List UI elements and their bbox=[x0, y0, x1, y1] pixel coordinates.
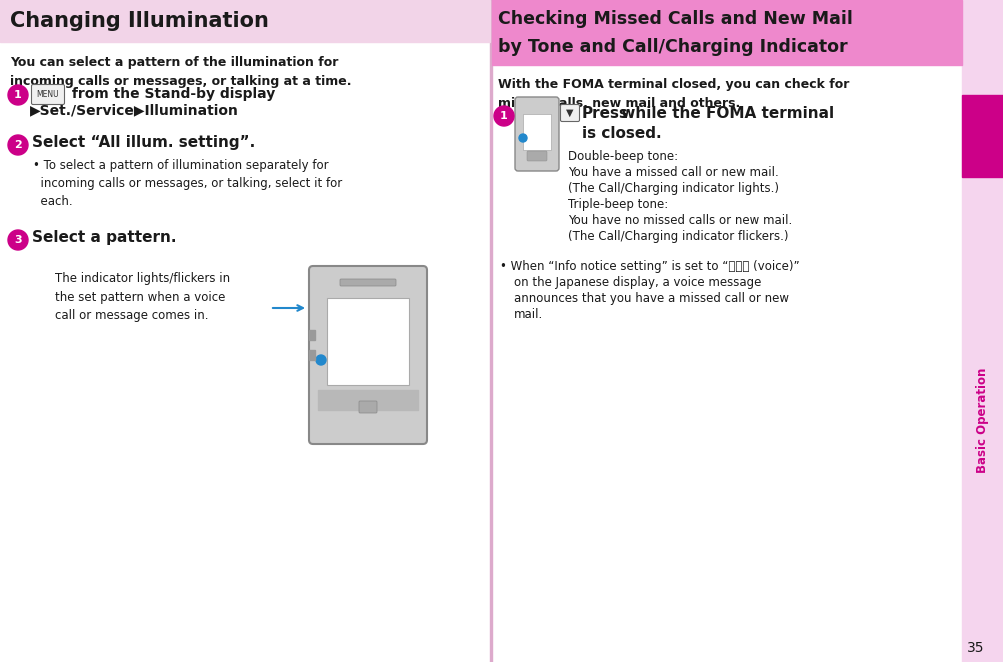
Text: Basic Operation: Basic Operation bbox=[976, 367, 989, 473]
Circle shape bbox=[8, 135, 28, 155]
Text: The indicator lights/flickers in
the set pattern when a voice
call or message co: The indicator lights/flickers in the set… bbox=[55, 272, 230, 322]
Text: Triple-beep tone:: Triple-beep tone: bbox=[568, 198, 668, 211]
Text: while the FOMA terminal: while the FOMA terminal bbox=[616, 106, 833, 121]
Bar bbox=[318, 390, 417, 410]
Text: MENU: MENU bbox=[37, 90, 59, 99]
Bar bbox=[523, 114, 551, 150]
FancyBboxPatch shape bbox=[560, 105, 579, 122]
Bar bbox=[961, 0, 1003, 662]
Text: is closed.: is closed. bbox=[582, 126, 661, 141]
Circle shape bbox=[316, 355, 326, 365]
Bar bbox=[489, 0, 491, 662]
Text: You have a missed call or new mail.: You have a missed call or new mail. bbox=[568, 166, 778, 179]
Bar bbox=[491, 0, 961, 65]
Text: With the FOMA terminal closed, you can check for
missed calls, new mail and othe: With the FOMA terminal closed, you can c… bbox=[497, 78, 849, 110]
FancyBboxPatch shape bbox=[31, 85, 64, 105]
Text: from the Stand-by display: from the Stand-by display bbox=[67, 87, 275, 101]
Text: 1: 1 bbox=[499, 111, 508, 121]
Text: Double-beep tone:: Double-beep tone: bbox=[568, 150, 677, 163]
Circle shape bbox=[8, 230, 28, 250]
Text: You can select a pattern of the illumination for
incoming calls or messages, or : You can select a pattern of the illumina… bbox=[10, 56, 351, 88]
Text: ▶Set./Service▶Illumination: ▶Set./Service▶Illumination bbox=[30, 103, 239, 117]
Text: Checking Missed Calls and New Mail: Checking Missed Calls and New Mail bbox=[497, 10, 852, 28]
Text: 35: 35 bbox=[966, 641, 984, 655]
Text: Select “All illum. setting”.: Select “All illum. setting”. bbox=[32, 135, 255, 150]
Text: (The Call/Charging indicator flickers.): (The Call/Charging indicator flickers.) bbox=[568, 230, 787, 243]
FancyBboxPatch shape bbox=[309, 266, 426, 444]
Bar bbox=[327, 298, 408, 385]
Text: announces that you have a missed call or new: announces that you have a missed call or… bbox=[514, 292, 788, 305]
Circle shape bbox=[519, 134, 527, 142]
Circle shape bbox=[8, 85, 28, 105]
Text: (The Call/Charging indicator lights.): (The Call/Charging indicator lights.) bbox=[568, 182, 778, 195]
Text: 3: 3 bbox=[14, 235, 22, 245]
Bar bbox=[309, 350, 315, 360]
Text: mail.: mail. bbox=[514, 308, 543, 321]
Text: Select a pattern.: Select a pattern. bbox=[32, 230, 177, 245]
Text: Press: Press bbox=[582, 106, 628, 121]
FancyBboxPatch shape bbox=[515, 97, 559, 171]
Text: 2: 2 bbox=[14, 140, 22, 150]
FancyBboxPatch shape bbox=[359, 401, 376, 413]
Text: 1: 1 bbox=[14, 90, 22, 100]
Bar bbox=[309, 330, 315, 340]
Text: • To select a pattern of illumination separately for
  incoming calls or message: • To select a pattern of illumination se… bbox=[33, 159, 342, 208]
FancyBboxPatch shape bbox=[527, 151, 547, 161]
Text: • When “Info notice setting” is set to “ボイス (voice)”: • When “Info notice setting” is set to “… bbox=[499, 260, 798, 273]
Bar bbox=[961, 95, 1003, 177]
Text: ▼: ▼ bbox=[566, 108, 573, 118]
Bar bbox=[0, 0, 489, 42]
Text: Changing Illumination: Changing Illumination bbox=[10, 11, 269, 31]
Text: on the Japanese display, a voice message: on the Japanese display, a voice message bbox=[514, 276, 760, 289]
Text: by Tone and Call/Charging Indicator: by Tone and Call/Charging Indicator bbox=[497, 38, 847, 56]
Text: You have no missed calls or new mail.: You have no missed calls or new mail. bbox=[568, 214, 791, 227]
Circle shape bbox=[493, 106, 514, 126]
FancyBboxPatch shape bbox=[340, 279, 395, 286]
